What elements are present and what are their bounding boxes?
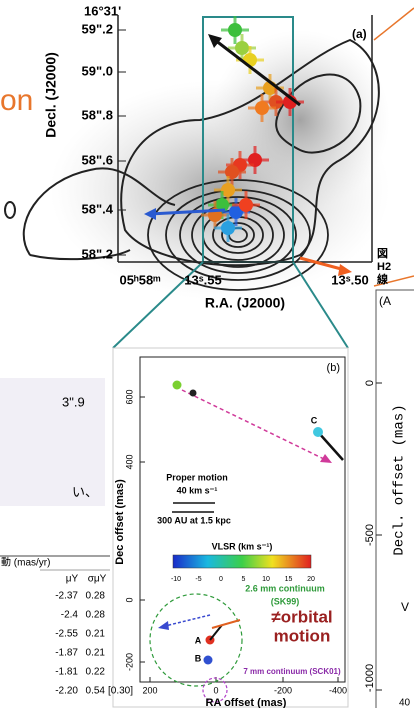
ra-tick-label: 13ˢ.50 [331, 272, 368, 287]
y-tick-label: 0 [364, 380, 376, 386]
y-axis-label: Decl. offset (mas) [392, 404, 408, 555]
table-cell: -2.55 [55, 629, 78, 640]
pointer-line [374, 8, 414, 40]
maser-spot [235, 41, 249, 55]
y-tick-label: -1000 [364, 664, 376, 692]
dec-tick-label: 58".8 [82, 107, 113, 122]
colorbar-tick-label: 15 [285, 576, 293, 583]
table-cell: 0.21 [86, 629, 106, 640]
panel-fragment: (A [379, 294, 391, 308]
y-tick-label: -200 [124, 653, 134, 671]
colorbar [173, 555, 311, 568]
y-tick-label: 400 [124, 454, 134, 469]
table-cell: -2.4 [61, 610, 79, 621]
x-tick-label: 40 [399, 698, 411, 708]
colorbar-tick-label: -5 [195, 576, 201, 583]
colorbar-tick-label: 0 [219, 576, 223, 583]
slide-title-fragment: on [0, 84, 33, 117]
dec-axis-label: Decl. (J2000) [43, 52, 59, 138]
table-cell: 0.22 [86, 667, 106, 678]
maser-spot [228, 23, 242, 37]
x-tick-label: 200 [142, 685, 157, 695]
continuum-label: 7 mm continuum (SCK01) [243, 667, 341, 676]
y-tick-label: 0 [124, 597, 134, 602]
colorbar-title: VLSR (km s⁻¹) [212, 541, 273, 551]
caption-fragment: 線 [377, 272, 388, 286]
source-c [173, 381, 182, 390]
table-cell: 0.21 [86, 648, 106, 659]
dec-tick-label: 59".2 [82, 21, 113, 36]
table-cell: -2.20 [55, 686, 78, 697]
claim-text: motion [274, 626, 331, 645]
dec-degree: 16°31' [84, 3, 121, 18]
dec-tick-label: 59".0 [82, 63, 113, 78]
caption-fragment: 図 [377, 246, 388, 260]
colorbar-tick-label: 10 [262, 576, 270, 583]
maser-spot [239, 198, 253, 212]
table-header: 動 (mas/yr) [1, 556, 50, 569]
x-tick-label: 0 [213, 685, 218, 695]
y-tick-label: -500 [364, 524, 376, 546]
table-cell: -2.37 [55, 591, 78, 602]
decorations [0, 8, 414, 708]
source-label: B [195, 653, 202, 663]
table-column: μY [66, 574, 79, 585]
figure-border [113, 348, 348, 707]
table-cell: 0.28 [86, 610, 106, 621]
arrow-head [208, 34, 222, 48]
colorbar-tick-label: 5 [242, 576, 246, 583]
ra-axis-label: R.A. (J2000) [205, 295, 285, 311]
table-cell: 0.54 [86, 686, 106, 697]
x-axis-label: RA offset (mas) [206, 697, 287, 708]
ra-tick-label: 13ˢ.55 [184, 272, 221, 287]
table-column: σμY [88, 574, 107, 585]
maser-spot [221, 221, 235, 235]
source-label: A [195, 635, 202, 645]
x-tick-label: -400 [329, 685, 347, 695]
table-cell: -1.87 [55, 648, 78, 659]
claim-text: ≠orbital [271, 607, 332, 626]
scale-text: 300 AU at 1.5 kpc [157, 515, 231, 525]
text-fragment: V [401, 600, 409, 614]
dec-tick-label: 58".2 [82, 246, 113, 261]
dec-tick-label: 58".6 [82, 152, 113, 167]
source-c [313, 427, 323, 437]
body: on 16°31' 59".2 59".0 58".8 58".6 58".4 … [0, 0, 414, 708]
screenshot: on 16°31' 59".2 59".0 58".8 58".6 58".4 … [0, 0, 414, 708]
panel-label: (b) [327, 362, 340, 374]
note-text: い、 [72, 484, 98, 499]
caption-fragment: H2 [377, 261, 391, 273]
continuum-label: 2.6 mm continuum [245, 583, 325, 593]
table-cell: -1.81 [55, 667, 78, 678]
dec-tick-label: 58".4 [82, 201, 114, 216]
source-b [204, 656, 213, 665]
scale-text: Proper motion [166, 472, 228, 482]
y-axis-label: Dec offset (mas) [114, 479, 126, 565]
scale-text: 40 km s⁻¹ [177, 485, 218, 495]
continuum-label: (SK99) [271, 596, 300, 606]
table-cell: 0.28 [86, 591, 106, 602]
contour [5, 202, 15, 218]
page: Figure screenshot { "slide": {"title_fra… [0, 0, 414, 708]
y-tick-label: 600 [124, 389, 134, 404]
source-label: C [311, 415, 318, 425]
source-c [190, 390, 197, 397]
ra-tick-label: 05ʰ58ᵐ [119, 272, 161, 287]
maser-spot [255, 101, 269, 115]
note-text: 3".9 [62, 394, 85, 409]
panel-label: (a) [352, 27, 367, 41]
table-cell: [0.30] [108, 686, 133, 697]
colorbar-tick-label: 20 [307, 576, 315, 583]
colorbar-tick-label: -10 [171, 576, 181, 583]
x-tick-label: -200 [274, 685, 292, 695]
